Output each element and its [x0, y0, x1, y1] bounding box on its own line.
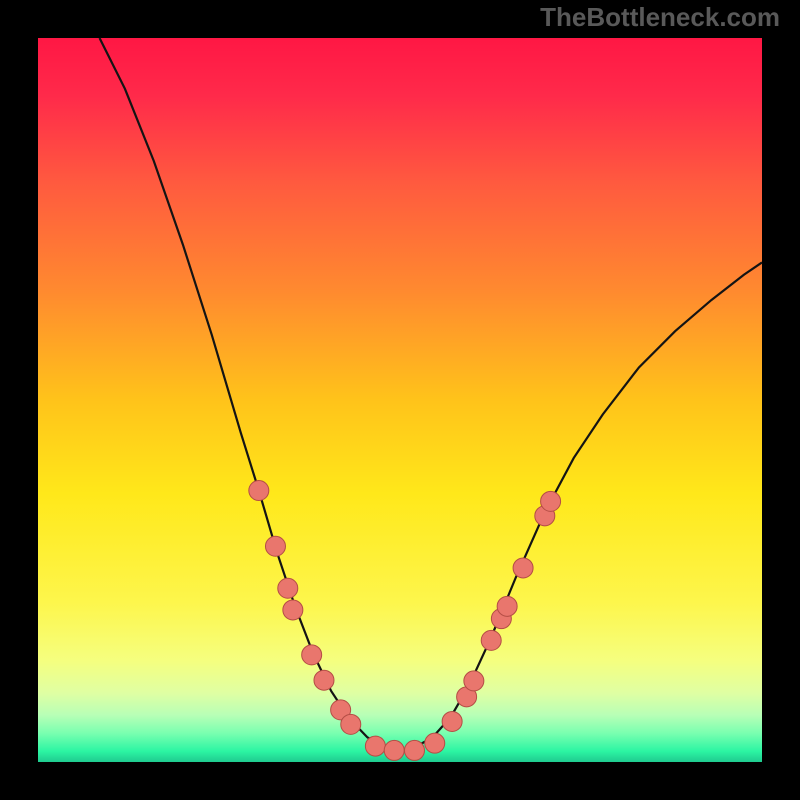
- plot-background: [38, 38, 762, 762]
- data-marker: [404, 740, 424, 760]
- data-marker: [265, 536, 285, 556]
- data-marker: [481, 630, 501, 650]
- data-marker: [384, 740, 404, 760]
- data-marker: [497, 596, 517, 616]
- data-marker: [425, 733, 445, 753]
- data-marker: [541, 491, 561, 511]
- watermark-text: TheBottleneck.com: [540, 2, 780, 33]
- data-marker: [365, 736, 385, 756]
- chart-root: TheBottleneck.com: [0, 0, 800, 800]
- bottleneck-chart: [0, 0, 800, 800]
- data-marker: [464, 671, 484, 691]
- data-marker: [513, 558, 533, 578]
- data-marker: [302, 645, 322, 665]
- data-marker: [249, 481, 269, 501]
- data-marker: [442, 711, 462, 731]
- data-marker: [341, 714, 361, 734]
- data-marker: [283, 600, 303, 620]
- data-marker: [314, 670, 334, 690]
- data-marker: [278, 578, 298, 598]
